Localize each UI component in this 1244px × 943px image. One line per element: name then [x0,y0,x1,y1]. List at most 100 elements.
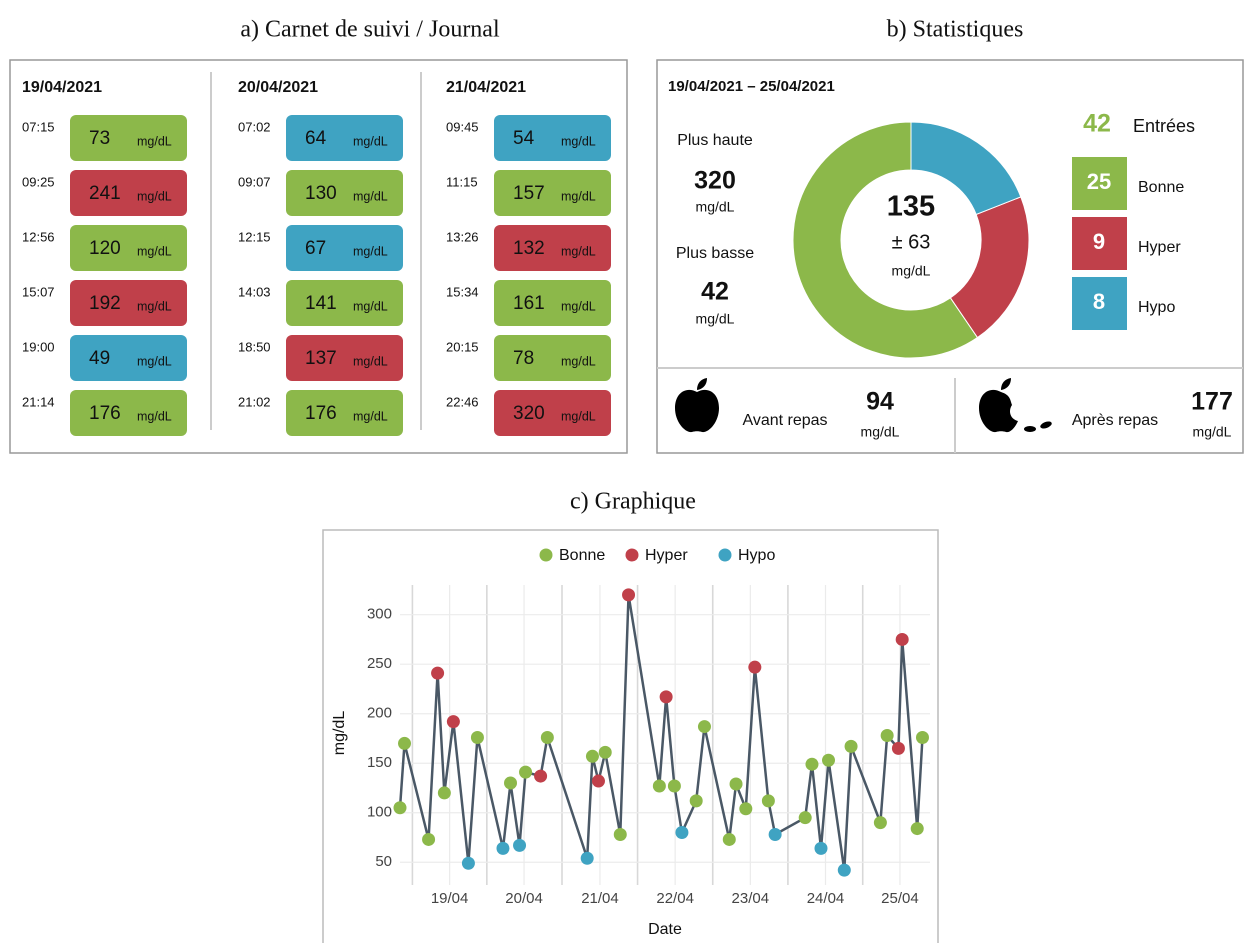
data-point [891,741,905,755]
count-label: Hypo [1138,299,1175,316]
data-point [534,769,548,783]
entry-value: 130 [305,183,337,204]
count-label: Bonne [1138,179,1184,196]
data-point [591,774,605,788]
entry-box [70,170,187,216]
y-axis-label: mg/dL [331,711,348,756]
data-point [739,802,753,816]
entry-box [70,115,187,161]
data-point [504,776,518,790]
entry-value: 78 [513,348,534,369]
entry-time: 09:45 [446,119,479,134]
entry-unit: mg/dL [137,244,172,258]
unit: mg/dL [861,424,900,440]
entry-value: 161 [513,293,545,314]
data-point [422,832,436,846]
x-tick-label: 21/04 [581,890,619,907]
data-point [814,841,828,855]
entry-value: 320 [513,403,545,424]
count-value: 9 [1093,229,1105,254]
data-point [822,753,836,767]
data-point [748,660,762,674]
entry-time: 21:14 [22,394,55,409]
entry-unit: mg/dL [561,409,596,423]
entry-unit: mg/dL [353,354,388,368]
data-point [880,728,894,742]
data-point [837,863,851,877]
period: 19/04/2021 – 25/04/2021 [668,78,835,95]
entry-time: 22:46 [446,394,479,409]
entry-unit: mg/dL [561,244,596,258]
unit: mg/dL [1193,424,1232,440]
entry-unit: mg/dL [137,354,172,368]
data-point [598,745,612,759]
entry-box [494,225,611,271]
entry-time: 07:02 [238,119,271,134]
y-tick-label: 100 [367,804,392,821]
data-point [446,715,460,729]
entry-time: 07:15 [22,119,55,134]
entry-box [286,280,403,326]
data-point [667,779,681,793]
data-point [513,838,527,852]
apple-icon [675,378,719,433]
entry-box [286,335,403,381]
y-tick-label: 50 [375,853,392,870]
data-point [431,666,445,680]
journal-date: 19/04/2021 [22,79,102,96]
data-point [844,739,858,753]
data-point [910,822,924,836]
entry-unit: mg/dL [137,189,172,203]
data-point [873,816,887,830]
entry-time: 15:34 [446,284,479,299]
data-line [398,594,924,871]
x-tick-label: 19/04 [431,890,469,907]
entry-value: 192 [89,293,121,314]
data-point [580,851,594,865]
entry-time: 15:07 [22,284,55,299]
entry-value: 132 [513,238,545,259]
donut-segment [792,121,979,359]
entry-value: 49 [89,348,110,369]
data-point [496,841,510,855]
legend-marker [625,548,639,562]
entry-value: 137 [305,348,337,369]
label: Plus haute [677,132,753,149]
data-point [895,632,909,646]
entry-time: 11:15 [446,174,478,189]
entry-time: 12:15 [238,229,271,244]
entry-box [494,170,611,216]
label: Avant repas [742,412,827,429]
entry-unit: mg/dL [353,299,388,313]
entry-box [494,335,611,381]
data-point [761,794,775,808]
legend-label: Hyper [645,547,688,564]
legend-marker [718,548,732,562]
y-tick-label: 150 [367,754,392,771]
entry-box [286,390,403,436]
entry-unit: mg/dL [353,244,388,258]
stats-panel [656,59,1244,454]
data-point [659,690,673,704]
entry-box [70,335,187,381]
mean-value: 135 [887,191,935,223]
y-tick-label: 250 [367,655,392,672]
data-point [722,832,736,846]
unit: mg/dL [696,311,735,327]
entry-time: 19:00 [22,339,55,354]
entry-time: 13:26 [446,229,479,244]
data-point [519,765,533,779]
entry-value: 176 [305,403,337,424]
x-axis-label: Date [648,921,682,938]
entry-time: 09:25 [22,174,55,189]
entry-value: 120 [89,238,121,259]
count-box [1072,277,1127,330]
entry-value: 54 [513,128,535,149]
data-point [540,730,554,744]
entry-value: 176 [89,403,121,424]
count-box [1072,157,1127,210]
entry-unit: mg/dL [561,189,596,203]
legend-label: Bonne [559,547,605,564]
before-meal-value: 94 [866,388,894,416]
